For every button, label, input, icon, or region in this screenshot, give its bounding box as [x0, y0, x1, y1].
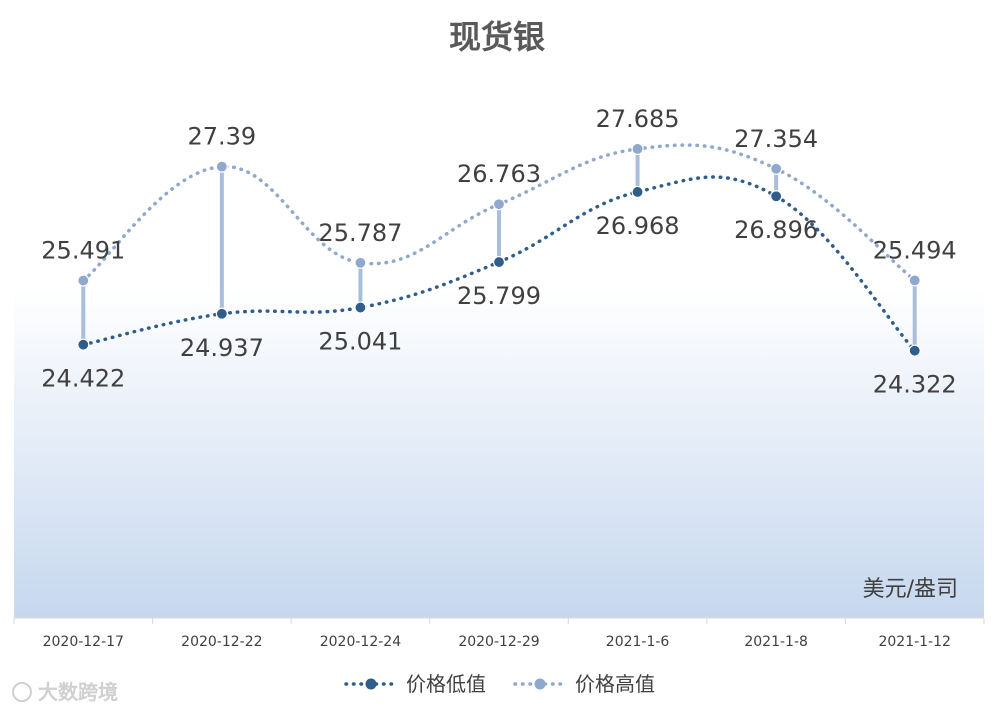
point-low	[354, 301, 367, 314]
point-high	[631, 142, 644, 155]
unit-label: 美元/盎司	[863, 577, 958, 602]
data-label-low: 24.937	[180, 334, 264, 362]
x-tick-label: 2020-12-17	[43, 634, 124, 650]
x-tick-label: 2021-1-12	[878, 634, 950, 650]
data-label-low: 24.422	[41, 365, 125, 393]
plot-background	[14, 290, 984, 618]
point-low	[770, 190, 783, 203]
x-tick-label: 2020-12-29	[458, 634, 539, 650]
data-label-low: 25.799	[457, 282, 541, 310]
point-high	[354, 256, 367, 269]
point-high	[77, 274, 90, 287]
data-label-high: 25.787	[318, 219, 402, 247]
point-high	[215, 160, 228, 173]
chart-title: 现货银	[449, 18, 545, 56]
point-low	[492, 255, 506, 269]
legend-marker-point	[534, 678, 546, 690]
point-high	[908, 274, 921, 287]
point-low	[631, 185, 644, 199]
data-label-low: 25.041	[318, 328, 402, 356]
legend: 价格低值 价格高值	[344, 672, 655, 696]
data-label-low: 26.896	[734, 216, 818, 244]
watermark-logo-icon	[12, 682, 32, 702]
x-tick-label: 2021-1-6	[606, 634, 670, 650]
x-tick-label: 2020-12-22	[181, 634, 262, 650]
point-low	[77, 338, 90, 351]
data-label-high: 27.685	[596, 105, 680, 133]
point-high	[770, 162, 783, 175]
legend-label: 价格高值	[575, 672, 655, 696]
x-tick-label: 2020-12-24	[320, 634, 401, 650]
data-label-low: 26.968	[596, 212, 680, 240]
data-label-high: 25.491	[41, 237, 125, 265]
data-points	[77, 142, 921, 357]
data-label-high: 27.39	[187, 123, 256, 151]
watermark-text: 大数跨境	[38, 680, 118, 704]
x-axis-ticks: 2020-12-17 2020-12-22 2020-12-24 2020-12-29…	[13, 618, 985, 650]
data-label-high: 25.494	[873, 236, 957, 264]
watermark: 大数跨境	[12, 680, 118, 704]
point-high	[492, 198, 506, 211]
point-low	[908, 344, 921, 357]
data-labels: 25.491 27.39 25.787 26.763 27.685 27.354 25.49…	[41, 105, 956, 399]
x-tick-label: 2021-1-8	[744, 634, 808, 650]
point-low	[215, 307, 228, 320]
legend-marker-point	[365, 678, 377, 690]
data-label-high: 27.354	[734, 125, 818, 153]
data-label-high: 26.763	[457, 160, 541, 188]
data-label-low: 24.322	[873, 371, 957, 399]
legend-label: 价格低值	[406, 672, 486, 696]
high-low-lines	[81, 146, 917, 353]
